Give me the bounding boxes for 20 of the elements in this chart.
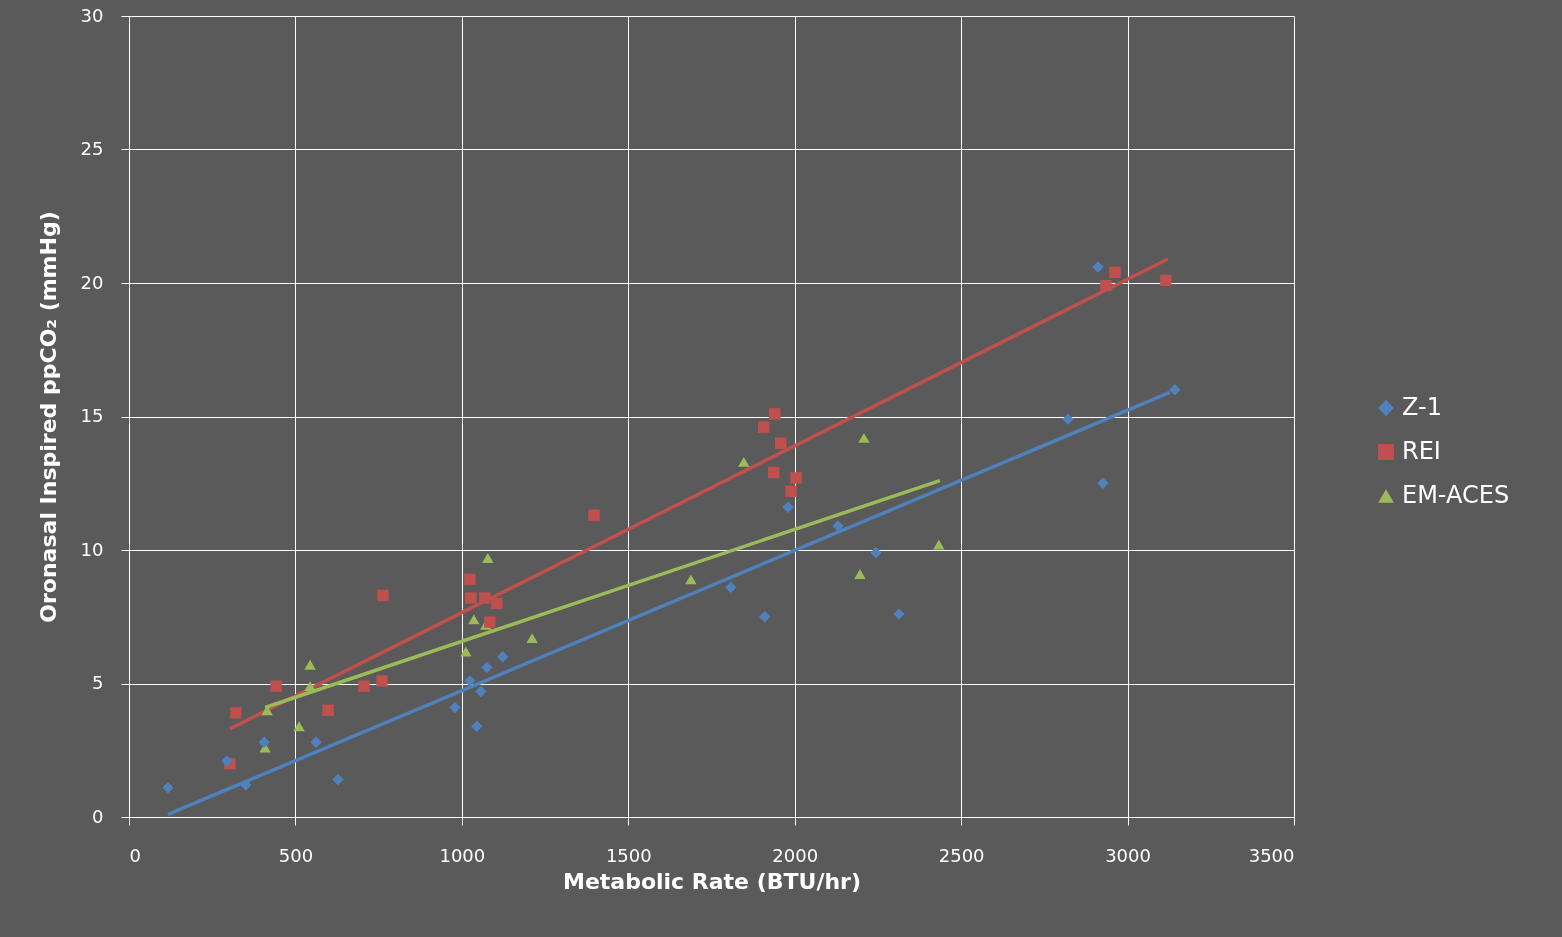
x-tick-label: 500 bbox=[278, 844, 314, 866]
y-axis-title: Oronasal Inspired ppCO₂ (mmHg) bbox=[35, 211, 61, 623]
x-tick-label: 3500 bbox=[1248, 844, 1295, 866]
legend-label: REI bbox=[1402, 437, 1441, 465]
x-tick-label: 2500 bbox=[938, 844, 985, 866]
x-tick-label: 3000 bbox=[1105, 844, 1151, 866]
y-tick-label: 10 bbox=[80, 538, 104, 560]
y-tick-label: 20 bbox=[80, 271, 104, 293]
y-tick-label: 5 bbox=[92, 672, 104, 693]
y-tick-label: 30 bbox=[80, 4, 104, 26]
legend-label: Z-1 bbox=[1402, 393, 1442, 421]
y-tick-label: 0 bbox=[92, 805, 104, 827]
x-tick-label: 1000 bbox=[439, 844, 486, 866]
x-tick-label: 1500 bbox=[605, 844, 652, 866]
y-tick-label: 25 bbox=[80, 138, 104, 159]
x-axis-title: Metabolic Rate (BTU/hr) bbox=[563, 868, 861, 894]
x-tick-label: 2000 bbox=[772, 844, 819, 866]
legend-label: EM-ACES bbox=[1402, 481, 1510, 509]
y-tick-label: 15 bbox=[80, 405, 104, 426]
x-tick-label: 0 bbox=[129, 844, 141, 866]
